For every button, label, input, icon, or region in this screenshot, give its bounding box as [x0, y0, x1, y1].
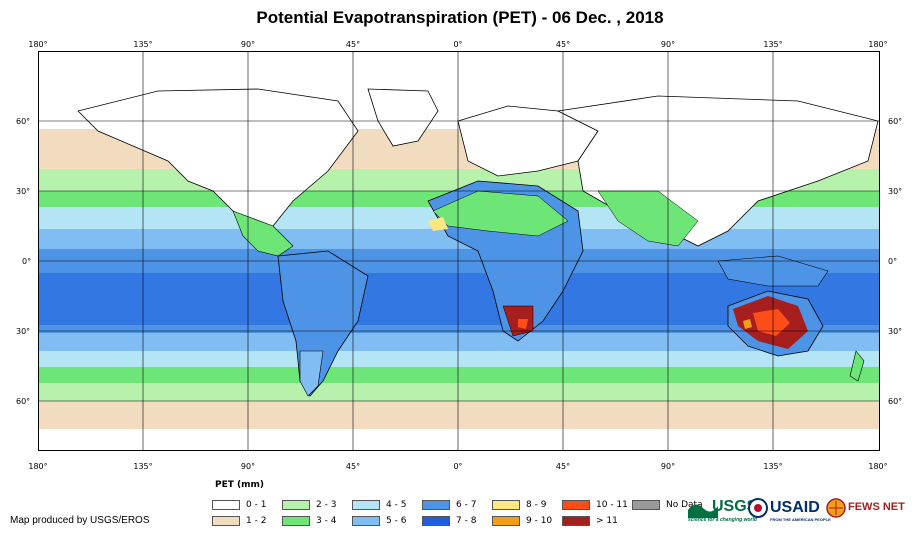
legend-item: 8 - 9: [492, 500, 546, 510]
lon-label-top: 90°: [240, 40, 256, 49]
usaid-logo-text: USAID: [770, 499, 820, 516]
legend-item: 7 - 8: [422, 516, 476, 526]
lon-label-top: 135°: [763, 40, 783, 49]
legend-swatch: [282, 500, 310, 510]
lon-label-top: 90°: [660, 40, 676, 49]
legend-item: > 11: [562, 516, 618, 526]
legend-swatch: [352, 500, 380, 510]
legend-swatch: [562, 516, 590, 526]
antarctica-edge: [38, 436, 880, 451]
legend-label: > 11: [596, 516, 618, 526]
legend-item: 2 - 3: [282, 500, 336, 510]
pet-band-south-4-5: [38, 351, 880, 371]
map-frame: [38, 51, 880, 451]
legend-label: 0 - 1: [246, 500, 267, 510]
lon-label-bottom: 135°: [763, 462, 783, 471]
pet-map: [38, 51, 880, 451]
legend-swatch: [212, 516, 240, 526]
southern-africa-hotspot-inner: [518, 319, 528, 329]
legend-label: 6 - 7: [456, 500, 477, 510]
legend-swatch: [562, 500, 590, 510]
legend-label: No Data: [666, 500, 703, 510]
fewsnet-globe-icon: [826, 498, 846, 518]
south-america-south: [299, 350, 324, 397]
lon-label-bottom: 180°: [28, 462, 48, 471]
new-zealand-landmass: [849, 350, 865, 382]
legend-item: 9 - 10: [492, 516, 552, 526]
lon-label-top: 0°: [453, 40, 463, 49]
legend-label: 10 - 11: [596, 500, 628, 510]
lon-label-top: 45°: [555, 40, 571, 49]
usaid-logo: USAID FROM THE AMERICAN PEOPLE: [748, 498, 831, 523]
lon-label-bottom: 45°: [345, 462, 361, 471]
lon-label-top: 180°: [28, 40, 48, 49]
lat-label-left: 60°: [16, 397, 31, 406]
lat-label-right: 30°: [888, 327, 903, 336]
graticule: [38, 51, 880, 451]
australia-hotspot-inner: [753, 309, 790, 336]
legend-item: 3 - 4: [282, 516, 336, 526]
lon-label-bottom: 45°: [555, 462, 571, 471]
legend-swatch: [492, 516, 520, 526]
legend-item: 0 - 1: [212, 500, 266, 510]
legend-label: 5 - 6: [386, 516, 407, 526]
lon-label-top: 45°: [345, 40, 361, 49]
legend-swatch: [352, 516, 380, 526]
legend-label: 8 - 9: [526, 500, 547, 510]
usgs-logo-text: USGS: [712, 498, 758, 515]
legend-swatch: [212, 500, 240, 510]
legend-label: 4 - 5: [386, 500, 407, 510]
legend-label: 9 - 10: [526, 516, 553, 526]
legend-label: 1 - 2: [246, 516, 267, 526]
legend-label: 3 - 4: [316, 516, 337, 526]
legend-swatch: [632, 500, 660, 510]
lon-label-top: 135°: [133, 40, 153, 49]
map-credit: Map produced by USGS/EROS: [10, 515, 150, 526]
usaid-seal-icon: [748, 498, 768, 518]
lat-label-right: 60°: [888, 117, 903, 126]
lat-label-right: 0°: [888, 257, 898, 266]
legend-swatch: [282, 516, 310, 526]
legend-item: 10 - 11: [562, 500, 628, 510]
map-title: Potential Evapotranspiration (PET) - 06 …: [256, 8, 664, 27]
legend-item: 6 - 7: [422, 500, 476, 510]
australia-hotspot-edge: [743, 319, 752, 329]
usgs-tagline: science for a changing world: [688, 517, 757, 523]
pet-band-south-3-4: [38, 367, 880, 387]
lat-label-right: 60°: [888, 397, 903, 406]
legend-title: PET (mm): [215, 480, 264, 490]
sahel-region: [432, 190, 569, 237]
lon-label-top: 180°: [868, 40, 888, 49]
legend-item: 1 - 2: [212, 516, 266, 526]
legend-swatch: [422, 516, 450, 526]
lat-label-left: 0°: [22, 257, 32, 266]
lon-label-bottom: 90°: [240, 462, 256, 471]
lat-label-right: 30°: [888, 187, 903, 196]
usgs-wave-icon: [688, 504, 718, 518]
lat-label-left: 30°: [16, 187, 31, 196]
lon-label-bottom: 180°: [868, 462, 888, 471]
pet-band-south-1-2: [38, 401, 880, 431]
usaid-tagline: FROM THE AMERICAN PEOPLE: [770, 517, 831, 522]
usgs-logo: USGS science for a changing world: [688, 498, 757, 523]
legend-item: 5 - 6: [352, 516, 406, 526]
lat-label-left: 30°: [16, 327, 31, 336]
legend-item: No Data: [632, 500, 703, 510]
legend-swatch: [422, 500, 450, 510]
legend-label: 7 - 8: [456, 516, 477, 526]
lon-label-bottom: 90°: [660, 462, 676, 471]
legend-swatch: [492, 500, 520, 510]
legend-label: 2 - 3: [316, 500, 337, 510]
fewsnet-logo-text: FEWS NET: [848, 501, 905, 513]
lat-label-left: 60°: [16, 117, 31, 126]
lon-label-bottom: 135°: [133, 462, 153, 471]
legend-item: 4 - 5: [352, 500, 406, 510]
lon-label-bottom: 0°: [453, 462, 463, 471]
pet-band-south-2-3: [38, 383, 880, 405]
fewsnet-logo: FEWS NET: [826, 498, 905, 523]
west-africa-hotspot: [428, 217, 448, 231]
